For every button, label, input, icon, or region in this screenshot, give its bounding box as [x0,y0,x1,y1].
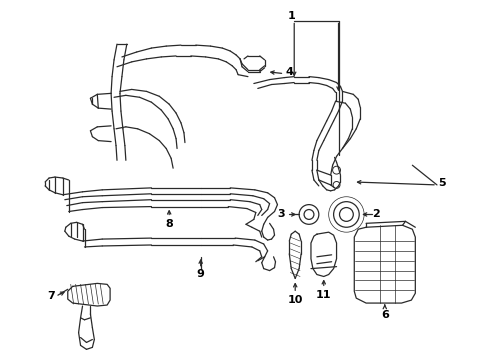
Text: 9: 9 [196,269,204,279]
Text: 5: 5 [437,178,445,188]
Text: 8: 8 [165,219,173,229]
Text: 7: 7 [47,291,55,301]
Text: 4: 4 [285,67,293,77]
Text: 1: 1 [287,10,295,21]
Text: 10: 10 [287,295,302,305]
Text: 2: 2 [371,210,379,220]
Text: 6: 6 [380,310,388,320]
Text: 3: 3 [277,210,285,220]
Text: 11: 11 [315,290,331,300]
